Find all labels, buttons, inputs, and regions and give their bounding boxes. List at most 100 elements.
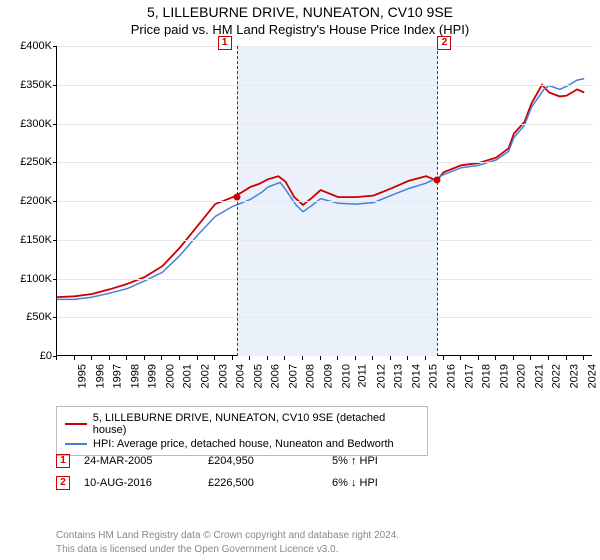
x-tick-label: 2017 [463,364,475,388]
y-tick [53,124,57,125]
y-tick [53,279,57,280]
legend-item: HPI: Average price, detached house, Nune… [65,437,419,451]
x-tick [179,356,180,360]
x-tick [109,356,110,360]
x-tick [460,356,461,360]
y-tick [53,46,57,47]
sale-marker: 1 [56,454,70,468]
legend-swatch [65,423,87,425]
x-tick [407,356,408,360]
x-tick-label: 2004 [235,364,247,388]
x-tick-label: 2016 [446,364,458,388]
x-tick-label: 1996 [94,364,106,388]
sale-row: 2 10-AUG-2016 £226,500 6% ↓ HPI [56,472,592,494]
x-tick-label: 2023 [569,364,581,388]
y-gridline [57,124,593,125]
event-marker: 2 [437,36,451,50]
event-line [237,46,238,356]
x-tick [56,356,57,360]
y-tick-label: £200K [20,195,52,207]
x-tick [566,356,567,360]
x-tick [425,356,426,360]
y-gridline [57,85,593,86]
x-tick [267,356,268,360]
y-gridline [57,240,593,241]
x-tick-label: 2024 [586,364,598,388]
x-tick-label: 2001 [182,364,194,388]
x-tick-label: 2018 [481,364,493,388]
y-tick-label: £350K [20,79,52,91]
x-tick [320,356,321,360]
chart-subtitle: Price paid vs. HM Land Registry's House … [0,20,600,37]
x-tick-label: 2002 [200,364,212,388]
y-tick [53,85,57,86]
x-tick [513,356,514,360]
sale-delta: 5% ↑ HPI [332,455,442,467]
x-tick-label: 2008 [305,364,317,388]
sale-price: £226,500 [208,477,318,489]
x-tick-label: 2000 [164,364,176,388]
y-tick [53,201,57,202]
legend-swatch [65,443,87,445]
chart: £0£50K£100K£150K£200K£250K£300K£350K£400… [0,46,600,400]
x-tick [214,356,215,360]
footer: Contains HM Land Registry data © Crown c… [56,529,399,556]
x-tick [232,356,233,360]
x-tick [355,356,356,360]
plot-area [56,46,592,356]
x-tick-label: 2020 [516,364,528,388]
x-tick [390,356,391,360]
sale-dot [233,194,240,201]
sale-row: 124-MAR-2005£204,9505% ↑ HPI [56,450,592,472]
x-tick-label: 2010 [340,364,352,388]
x-tick [249,356,250,360]
x-tick-label: 2003 [217,364,229,388]
x-tick [161,356,162,360]
x-tick-label: 2021 [533,364,545,388]
footer-line1: Contains HM Land Registry data © Crown c… [56,529,399,543]
x-tick [443,356,444,360]
event-line [437,46,438,356]
sale-date: 24-MAR-2005 [84,455,194,467]
y-gridline [57,279,593,280]
x-tick-label: 2012 [375,364,387,388]
legend-label: 5, LILLEBURNE DRIVE, NUNEATON, CV10 9SE … [93,412,419,436]
x-tick-label: 2022 [551,364,563,388]
x-tick-label: 2011 [357,364,369,388]
x-tick [337,356,338,360]
x-tick-label: 1997 [112,364,124,388]
x-tick-label: 2014 [410,364,422,388]
legend: 5, LILLEBURNE DRIVE, NUNEATON, CV10 9SE … [56,406,428,456]
x-tick [495,356,496,360]
event-marker: 1 [218,36,232,50]
legend-label: HPI: Average price, detached house, Nune… [93,438,394,450]
y-gridline [57,162,593,163]
y-tick-label: £0 [40,350,52,362]
y-tick-label: £50K [26,311,52,323]
x-tick-label: 1998 [129,364,141,388]
y-gridline [57,46,593,47]
sale-marker: 2 [56,476,70,490]
x-tick [372,356,373,360]
x-tick [302,356,303,360]
y-tick-label: £250K [20,156,52,168]
y-tick-label: £300K [20,118,52,130]
x-tick [74,356,75,360]
x-tick [144,356,145,360]
y-tick [53,317,57,318]
x-tick [548,356,549,360]
y-tick [53,162,57,163]
footer-line2: This data is licensed under the Open Gov… [56,543,399,557]
series-hpi [57,79,584,300]
sale-date: 10-AUG-2016 [84,477,194,489]
sales-table: 124-MAR-2005£204,9505% ↑ HPI210-AUG-2016… [56,450,592,494]
x-tick [197,356,198,360]
sale-delta: 6% ↓ HPI [332,477,442,489]
x-tick-label: 2006 [270,364,282,388]
x-tick-label: 1995 [76,364,88,388]
legend-item: 5, LILLEBURNE DRIVE, NUNEATON, CV10 9SE … [65,411,419,437]
x-tick [478,356,479,360]
y-gridline [57,317,593,318]
x-tick [126,356,127,360]
y-gridline [57,201,593,202]
